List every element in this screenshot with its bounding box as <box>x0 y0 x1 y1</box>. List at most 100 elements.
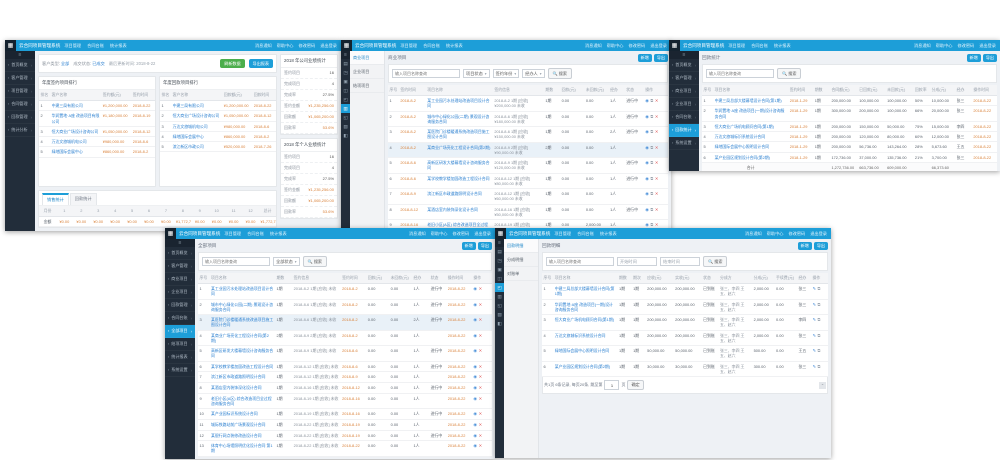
rail-menu-icon[interactable]: ◫ <box>497 275 502 281</box>
topbar-user-item[interactable]: 退出登录 <box>810 230 827 236</box>
topbar-user-item[interactable]: 退出登录 <box>320 42 337 48</box>
cell-project-link[interactable]: 华润置地·A座 改造项目(一期)设计咨询服务合同 <box>553 299 618 316</box>
edit-icon[interactable]: ✎ <box>812 332 817 338</box>
filter-select[interactable]: 经办人 ▾ <box>522 69 545 78</box>
cell-project-link[interactable]: 绿地国际会展中心照明设计合同 <box>713 141 789 153</box>
cell-customer-link[interactable]: 绿地国际会展中心 <box>171 131 223 143</box>
date-from-input[interactable]: 开始时间 <box>617 257 657 266</box>
table-row[interactable]: 6 某学校教学楼加固改造工程设计合同 1期 2018-8-12 1期 [应收] … <box>198 361 492 373</box>
export-button[interactable]: 导出 <box>477 242 492 250</box>
add-button[interactable]: 新增 <box>966 54 981 62</box>
sidebar-item[interactable]: ▪ 全部项目 › <box>165 325 195 338</box>
topbar-user-item[interactable]: 修改密码 <box>788 230 806 236</box>
topbar-user-item[interactable]: 修改密码 <box>452 230 470 236</box>
submenu-item[interactable]: 回款明细 <box>504 239 538 253</box>
filter-select[interactable]: 签约年份 ▾ <box>492 69 520 78</box>
table-row[interactable]: 1 中建三局有限公司 ¥1,200,000.00 2018-8-22 <box>160 100 276 112</box>
topbar-menu-item[interactable]: 合同台账 <box>577 230 594 236</box>
sidebar-item[interactable]: ▪ 统计分析 › <box>5 124 35 137</box>
sidebar-item[interactable]: ▪ 客户管理 › <box>165 260 195 273</box>
sidebar-item[interactable]: ▪ 统计报表 › <box>165 351 195 364</box>
submenu-item[interactable]: 商业项目 <box>350 51 384 65</box>
scroll-top-button[interactable]: ⌃ <box>819 381 826 389</box>
edit-icon[interactable]: ✎ <box>812 348 817 354</box>
search-button[interactable]: 🔍 搜索 <box>302 256 328 267</box>
cell-project-link[interactable]: 某商业广场亮化工程设计合同(第2期) <box>209 330 275 347</box>
cell-project-link[interactable]: 某工业园污水处理站改造项目设计合同 <box>425 95 493 112</box>
table-row[interactable]: 8 2018-8-12 某酒店室内装饰深化设计合同 2018-8-16 1期 [… <box>388 204 668 221</box>
delete-icon[interactable]: ✕ <box>478 317 483 323</box>
search-input[interactable] <box>706 69 774 78</box>
cell-project-link[interactable]: 城市中心绿化公园(二期) 景观设计咨询服务合同 <box>425 111 493 128</box>
topbar-menu-item[interactable]: 项目管理 <box>400 42 418 48</box>
filter-segment[interactable]: 成交状态:已成交 <box>73 60 105 66</box>
table-row[interactable]: 4 万达文旅城标识系统设计合同 1期 1期 200,000.00 200,000… <box>542 330 828 347</box>
filter-select[interactable]: 项目状态 ▾ <box>463 69 490 78</box>
sidebar-item[interactable]: ▪ 回款管理 › <box>165 299 195 312</box>
user-icon[interactable]: ◉ <box>645 191 649 197</box>
delete-icon[interactable]: ✕ <box>654 129 659 135</box>
cell-project-link[interactable]: 万达文旅城标识系统设计合同 <box>553 330 618 347</box>
table-row[interactable]: 12 某银行网点装修改造设计合同 1期 2018-8-22 1期 [应收] 未收… <box>198 430 492 442</box>
topbar-user-item[interactable]: 帮助中心 <box>276 42 294 48</box>
table-row[interactable]: 2 华润置地·A座 改造项目有限公司 ¥1,180,000.00 2018-8-… <box>39 110 155 127</box>
delete-icon[interactable]: ✕ <box>478 432 483 438</box>
cell-project-link[interactable]: 某商业广场亮化工程设计合同(第2期) <box>425 142 493 159</box>
rail-menu-icon[interactable]: ◳ <box>343 69 348 75</box>
app-logo-icon[interactable]: ▦ <box>669 40 680 51</box>
user-icon[interactable]: ◉ <box>645 160 649 166</box>
edit-icon[interactable]: ✎ <box>812 363 817 369</box>
export-button[interactable]: 导出报表 <box>248 59 273 68</box>
topbar-user-item[interactable]: 帮助中心 <box>935 42 953 48</box>
edit-icon[interactable]: ✎ <box>812 317 817 323</box>
stats-tab[interactable]: 销售统计 <box>42 192 69 205</box>
copy-icon[interactable]: ⧉ <box>650 98 654 103</box>
rail-menu-icon[interactable]: ▥ <box>497 293 502 299</box>
sidebar-item[interactable]: ▪ 首页概览 › <box>669 59 699 72</box>
rail-menu-icon[interactable]: ▨ <box>497 311 502 317</box>
sidebar-item[interactable]: ▪ 商业项目 › <box>669 85 699 98</box>
user-icon[interactable]: ◉ <box>473 348 478 354</box>
copy-icon[interactable]: ⧉ <box>650 129 654 135</box>
rail-menu-icon[interactable]: ◱ <box>497 302 502 308</box>
rail-menu-icon[interactable]: ▤ <box>343 60 348 66</box>
copy-icon[interactable]: ⧉ <box>650 191 654 197</box>
cell-project-link[interactable]: 某银行网点装修改造设计合同 <box>209 430 275 442</box>
filter-select[interactable]: 全部状态 ▾ <box>273 257 300 266</box>
user-icon[interactable]: ◉ <box>473 363 478 369</box>
table-row[interactable]: 11 城际铁路站前广场景观设计合同 1期 2018-8-22 1期 [应收] 未… <box>198 419 492 431</box>
table-row[interactable]: 4 绿地国际会展中心 ¥860,000.00 2018-8-2 <box>160 131 276 143</box>
cell-project-link[interactable]: 某学校教学楼加固改造工程设计合同 <box>425 173 493 190</box>
cell-project-link[interactable]: 体育中心场馆照明优化设计合同 第1期 <box>209 440 275 457</box>
export-button[interactable]: 导出 <box>813 242 828 250</box>
sidebar-item[interactable]: ▪ 商业项目 › <box>165 273 195 286</box>
table-row[interactable]: 2 华润置地·A座 改造项目(一期)设计咨询服务合同 2018-1-29 1期 … <box>702 105 997 122</box>
add-button[interactable]: 新增 <box>637 54 652 62</box>
cell-project-link[interactable]: 高新区研发大楼幕墙设计咨询服务合同 <box>209 345 275 362</box>
export-button[interactable]: 导出 <box>982 54 997 62</box>
table-row[interactable]: 6 某产业园区规划设计合同(第2期) 1期 1期 30,000.00 30,00… <box>542 361 828 378</box>
topbar-user-item[interactable]: 修改密码 <box>628 42 646 48</box>
topbar-menu-item[interactable]: 项目管理 <box>728 42 746 48</box>
add-button[interactable]: 新增 <box>461 242 476 250</box>
sidebar-item[interactable]: ▪ 企业项目 › <box>669 98 699 111</box>
table-row[interactable]: 3 恒大商业广场设计咨询公司 ¥1,050,000.00 2018-8-12 <box>39 126 155 138</box>
delete-icon[interactable]: ✕ <box>478 363 483 369</box>
cell-project-link[interactable]: 华润置地·A座 改造项目(一期)设计咨询服务合同 <box>713 105 789 122</box>
user-icon[interactable]: ◉ <box>645 98 649 103</box>
table-row[interactable]: 1 某工业园污水处理站改造项目设计合同 1期 2018-8-2 1期 [应收] … <box>198 283 492 300</box>
topbar-menu-item[interactable]: 合同台账 <box>751 42 768 48</box>
delete-icon[interactable]: ✕ <box>478 443 483 449</box>
table-row[interactable]: 10 某产业园标识系统设计合同 1期 2018-8-19 1期 [应收] 未收 … <box>198 408 492 420</box>
table-row[interactable]: 3 恒大商业广场机电顾问合同(第1期) 2018-1-29 1期 200,000… <box>702 121 997 133</box>
sidebar-item[interactable]: ▪ 系统设置 › <box>669 137 699 150</box>
cell-customer-link[interactable]: 中建三局有限公司 <box>50 100 102 112</box>
rail-menu-icon[interactable]: ▤ <box>497 248 502 254</box>
cell-project-link[interactable]: 老旧小区(A区) 综合改造项目全过程咨询服务合同 <box>209 393 275 410</box>
sidebar-item[interactable]: ▪ 合同管理 › <box>5 98 35 111</box>
date-to-input[interactable]: 结束时间 <box>660 257 700 266</box>
cell-project-link[interactable]: 恒大商业广场机电顾问合同(第1期) <box>713 121 789 133</box>
rail-menu-icon[interactable]: ◳ <box>497 257 502 263</box>
filter-segment[interactable]: 客户类型:全部 <box>42 60 70 66</box>
copy-icon[interactable]: ⧉ <box>817 286 821 291</box>
